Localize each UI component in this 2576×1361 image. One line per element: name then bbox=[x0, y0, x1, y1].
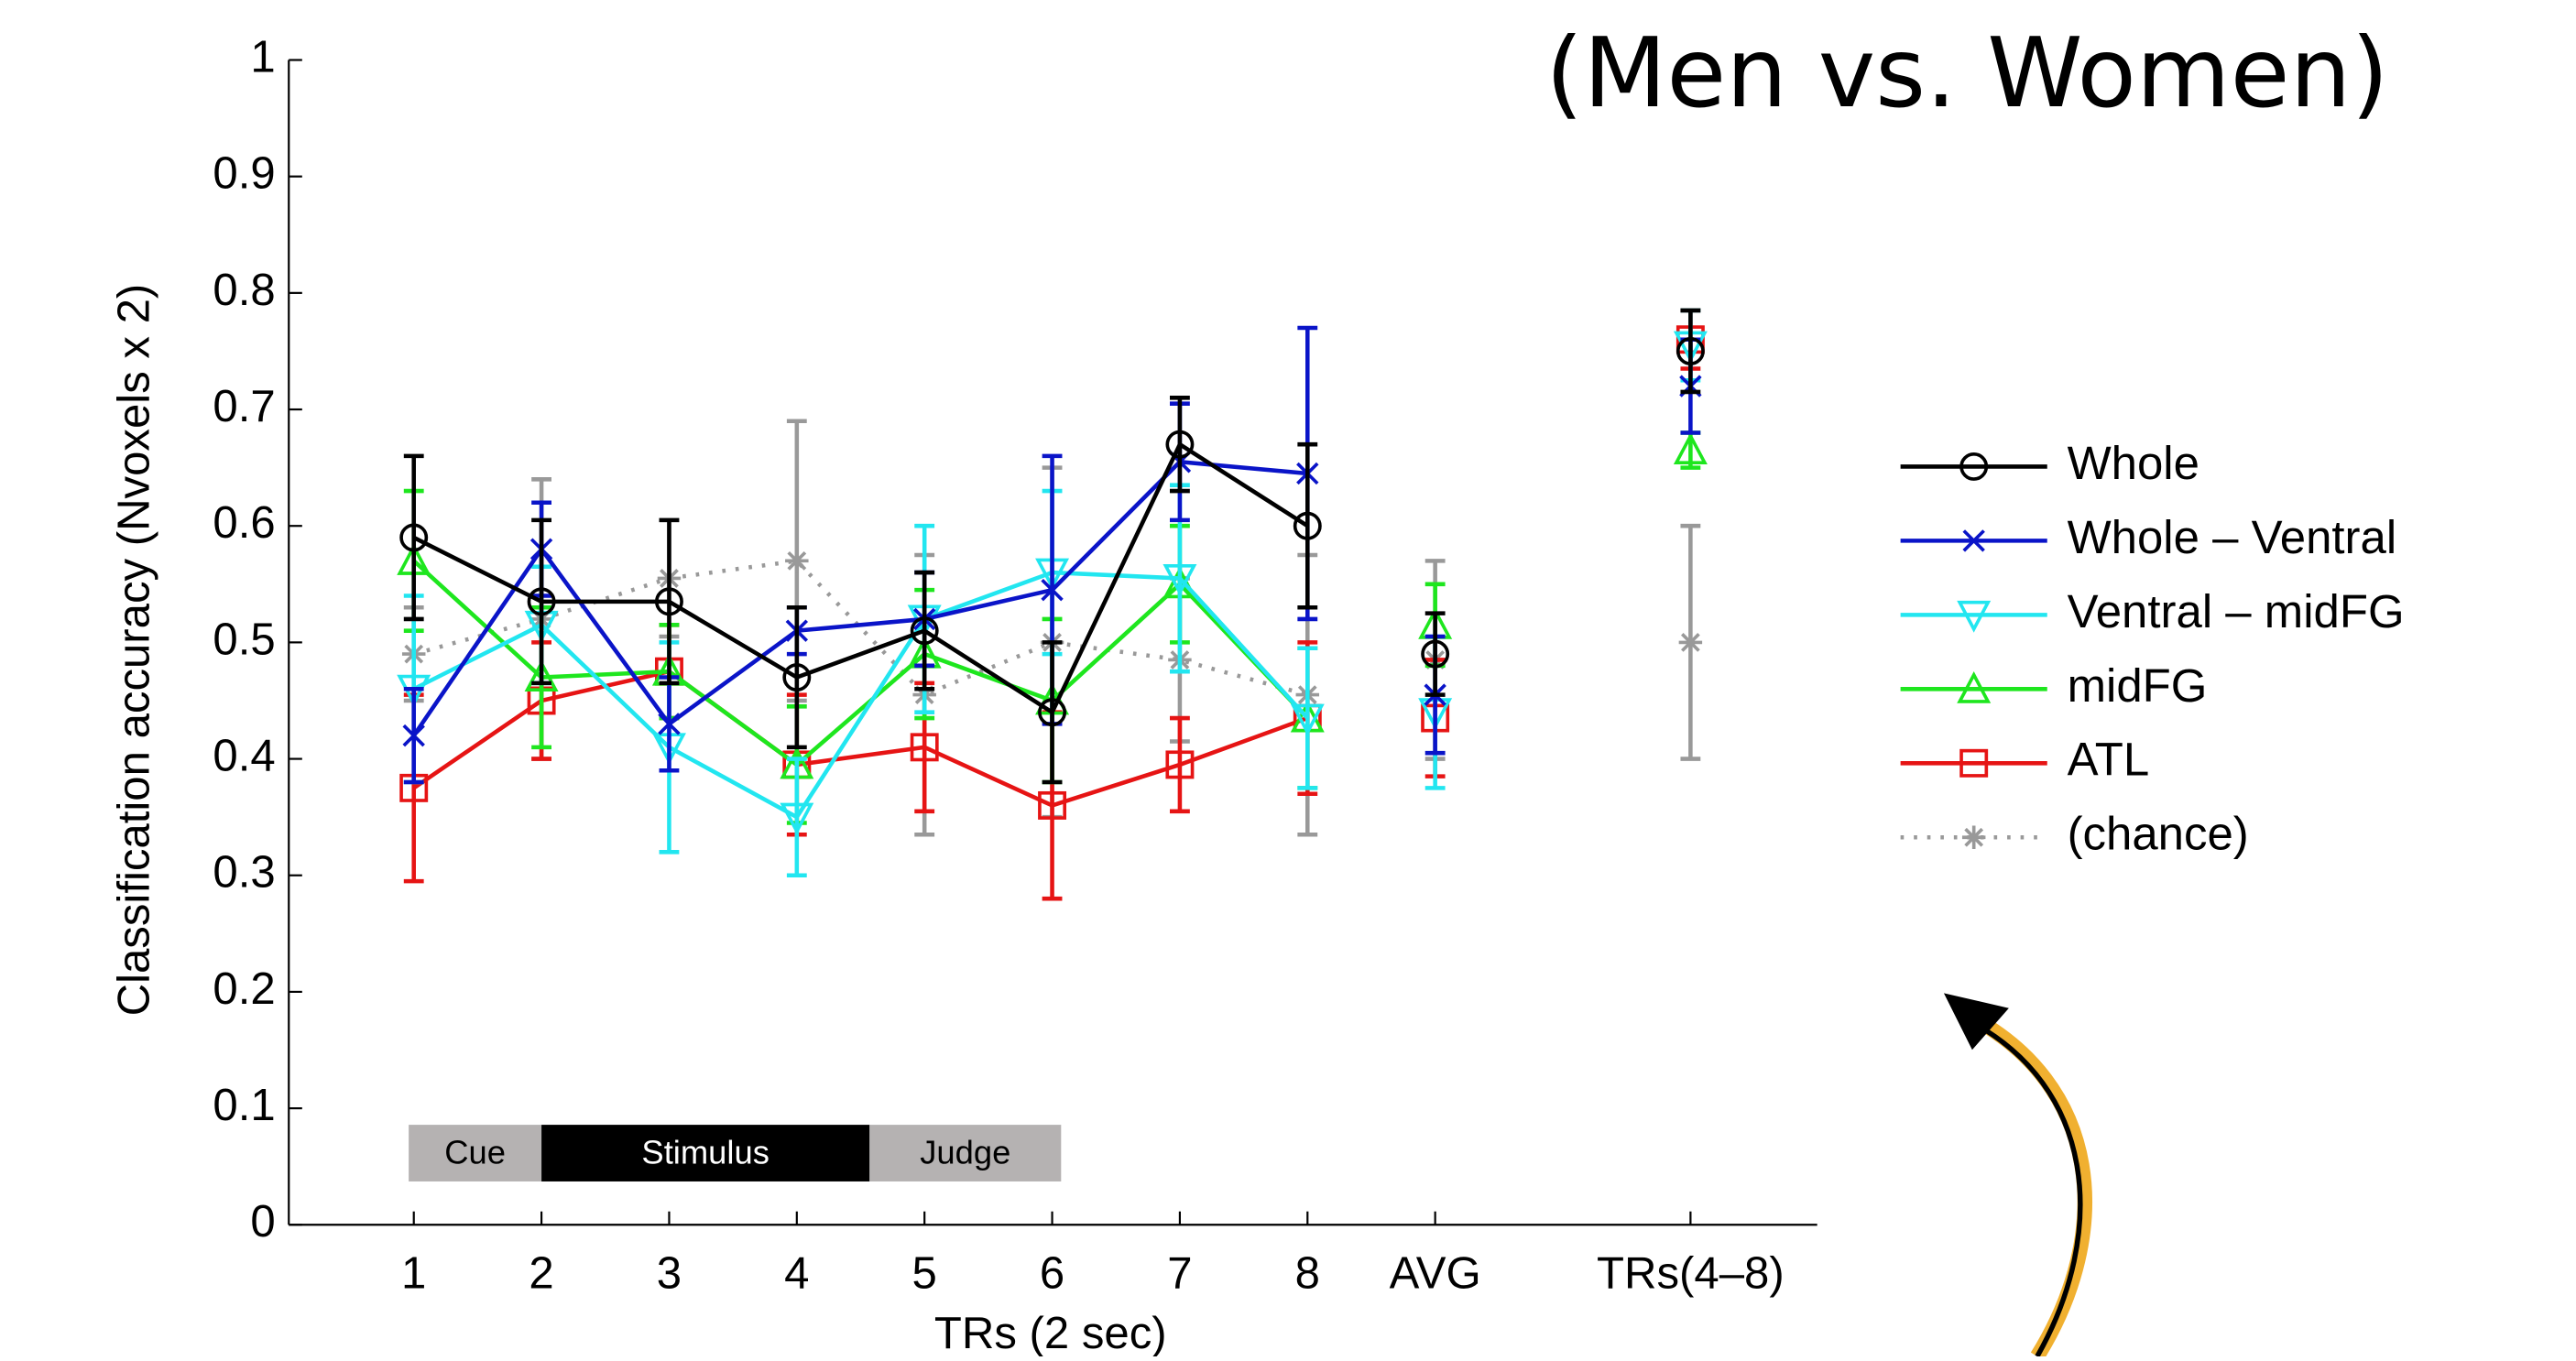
error-bar bbox=[786, 604, 807, 750]
x-tick-label: 1 bbox=[401, 1249, 426, 1299]
error-bar bbox=[1424, 611, 1446, 697]
legend-label: (chance) bbox=[2068, 808, 2249, 860]
x-tick-label: AVG bbox=[1390, 1249, 1481, 1299]
x-tick-label: 6 bbox=[1040, 1249, 1064, 1299]
y-tick-label: 0.2 bbox=[213, 964, 275, 1014]
marker bbox=[782, 663, 812, 692]
x-tick-label: 5 bbox=[912, 1249, 937, 1299]
marker bbox=[785, 549, 809, 573]
error-bar bbox=[1170, 396, 1190, 494]
legend-item: (chance) bbox=[1900, 808, 2249, 860]
timeline-box bbox=[409, 1125, 542, 1181]
marker bbox=[1165, 750, 1195, 779]
error-bar bbox=[1297, 646, 1318, 790]
timeline-label: Stimulus bbox=[641, 1133, 769, 1170]
legend-item: Ventral – midFG bbox=[1900, 585, 2405, 637]
error-bar bbox=[1170, 715, 1190, 814]
marker bbox=[1673, 432, 1708, 465]
x-tick-label: 3 bbox=[657, 1249, 682, 1299]
marker bbox=[910, 616, 939, 646]
marker bbox=[1293, 511, 1322, 540]
marker bbox=[654, 587, 683, 616]
series-line bbox=[412, 570, 1309, 821]
legend-item: ATL bbox=[1900, 734, 2150, 786]
y-axis-label: Classification accuracy (Nvoxels x 2) bbox=[110, 284, 159, 1017]
error-bar bbox=[659, 517, 680, 686]
marker bbox=[524, 659, 559, 692]
error-bar bbox=[1680, 308, 1701, 395]
marker bbox=[1957, 600, 1992, 633]
marker bbox=[1038, 698, 1067, 727]
marker bbox=[527, 587, 556, 616]
marker bbox=[1041, 578, 1064, 602]
x-tick-label: 2 bbox=[529, 1249, 553, 1299]
y-tick-label: 0.1 bbox=[213, 1081, 275, 1130]
error-bar bbox=[1042, 640, 1063, 785]
y-tick-label: 1 bbox=[250, 32, 275, 82]
legend-item: midFG bbox=[1900, 659, 2208, 712]
legend-item: Whole bbox=[1900, 437, 2199, 489]
marker bbox=[910, 733, 939, 762]
y-tick-label: 0.9 bbox=[213, 149, 275, 199]
marker bbox=[1290, 703, 1325, 736]
timeline-label: Judge bbox=[920, 1133, 1010, 1170]
marker bbox=[658, 713, 681, 735]
error-bar bbox=[403, 453, 424, 622]
series-line bbox=[412, 669, 1309, 808]
y-tick-label: 0.8 bbox=[213, 266, 275, 315]
x-tick-label: TRs(4–8) bbox=[1597, 1249, 1785, 1299]
marker bbox=[1165, 430, 1195, 459]
y-tick-label: 0.6 bbox=[213, 498, 275, 548]
marker bbox=[1675, 336, 1705, 365]
marker bbox=[1962, 529, 1985, 552]
marker bbox=[1421, 639, 1450, 669]
y-tick-label: 0.7 bbox=[213, 382, 275, 431]
y-tick-label: 0 bbox=[250, 1197, 275, 1247]
timeline-box bbox=[869, 1125, 1062, 1181]
marker bbox=[1162, 563, 1197, 596]
error-bar bbox=[914, 570, 935, 691]
x-tick-label: 8 bbox=[1295, 1249, 1320, 1299]
y-tick-label: 0.4 bbox=[213, 732, 275, 781]
y-tick-label: 0.3 bbox=[213, 848, 275, 898]
error-bar bbox=[1297, 441, 1318, 610]
x-tick-label: 4 bbox=[784, 1249, 809, 1299]
chart-title: (Men vs. Women) bbox=[1545, 16, 2388, 129]
timeline-box bbox=[541, 1125, 870, 1181]
series-line bbox=[412, 559, 1309, 768]
legend-item: Whole – Ventral bbox=[1900, 511, 2397, 563]
arrow bbox=[1943, 993, 2092, 1361]
y-tick-label: 0.5 bbox=[213, 615, 275, 664]
legend-label: ATL bbox=[2068, 734, 2150, 786]
marker bbox=[1961, 825, 1986, 849]
marker bbox=[1038, 790, 1067, 820]
marker bbox=[1959, 452, 1989, 481]
legend-label: Ventral – midFG bbox=[2068, 585, 2405, 637]
marker bbox=[402, 724, 425, 747]
marker bbox=[780, 802, 814, 835]
marker bbox=[1678, 630, 1703, 655]
timeline-label: Cue bbox=[444, 1133, 506, 1170]
series-line bbox=[412, 441, 1309, 715]
legend-label: midFG bbox=[2068, 659, 2208, 712]
x-axis-label: TRs (2 sec) bbox=[934, 1309, 1167, 1356]
legend-label: Whole – Ventral bbox=[2068, 511, 2397, 563]
legend-label: Whole bbox=[2068, 437, 2199, 489]
marker bbox=[399, 523, 429, 552]
marker bbox=[1957, 670, 1992, 703]
series-line bbox=[411, 459, 1308, 737]
marker bbox=[1959, 748, 1989, 778]
x-tick-label: 7 bbox=[1167, 1249, 1192, 1299]
error-bar bbox=[531, 517, 552, 686]
error-bar bbox=[786, 757, 807, 878]
